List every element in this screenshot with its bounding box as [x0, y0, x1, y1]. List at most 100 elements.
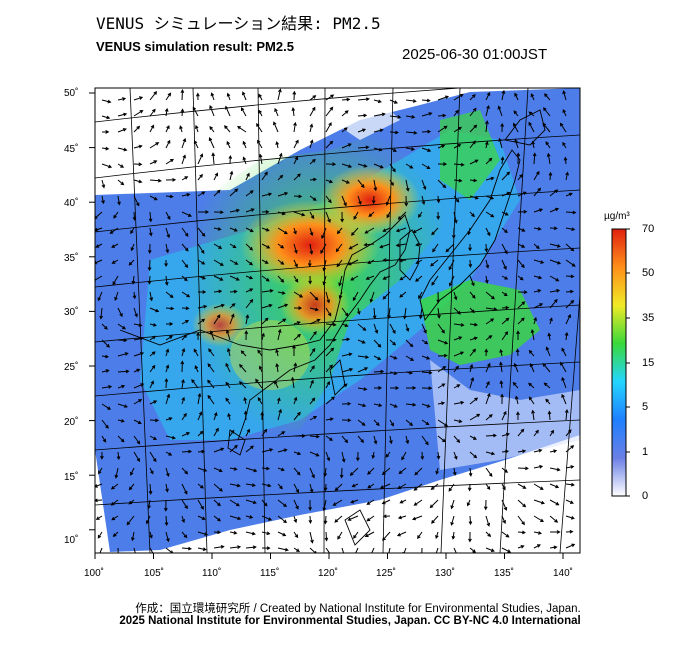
wind-arrow [112, 531, 119, 538]
wind-arrow [277, 227, 288, 235]
wind-arrow [149, 467, 154, 475]
wind-arrow [133, 162, 143, 167]
wind-arrow [229, 243, 237, 249]
wind-arrow [213, 259, 224, 266]
wind-arrow [181, 211, 192, 217]
wind-arrow [128, 483, 135, 491]
wind-arrow [229, 275, 240, 281]
wind-arrow [485, 120, 489, 133]
wind-arrow [533, 544, 541, 549]
wind-arrow [542, 362, 551, 373]
wind-arrow [533, 531, 543, 535]
wind-arrow [293, 333, 301, 341]
wind-arrow [181, 531, 188, 539]
wind-arrow [414, 467, 423, 476]
wind-arrow [245, 314, 250, 325]
wind-arrow [277, 467, 285, 472]
wind-arrow [382, 275, 391, 280]
wind-arrow [437, 365, 447, 373]
wind-arrow [517, 545, 525, 549]
wind-arrow [258, 365, 263, 373]
wind-arrow [133, 419, 142, 424]
wind-arrow [277, 259, 285, 265]
wind-arrow [485, 433, 497, 438]
wind-arrow [181, 449, 193, 454]
wind-arrow [208, 348, 215, 357]
wind-arrow [181, 154, 186, 165]
wind-arrow [213, 189, 221, 197]
colorbar-tick: 0 [642, 490, 649, 502]
wind-arrow [225, 381, 231, 389]
wind-arrow [381, 499, 391, 505]
wind-arrow [466, 499, 471, 507]
wind-arrow [133, 195, 140, 207]
wind-arrow [117, 195, 121, 206]
wind-arrow [549, 449, 558, 453]
wind-arrow [293, 173, 301, 181]
wind-arrow [101, 146, 110, 151]
wind-arrow [485, 291, 495, 300]
wind-arrow [99, 547, 103, 553]
wind-arrow [501, 483, 506, 491]
wind-arrow [531, 409, 535, 421]
wind-arrow [437, 144, 446, 149]
wind-arrow [237, 126, 247, 133]
wind-arrow [323, 483, 328, 492]
wind-arrow [341, 127, 348, 133]
wind-arrow [468, 515, 473, 526]
wind-arrow [165, 467, 170, 477]
wind-arrow [117, 419, 125, 423]
wind-arrow [385, 195, 391, 206]
wind-arrow [341, 547, 345, 553]
wind-arrow [309, 416, 318, 421]
wind-vectors [95, 88, 577, 553]
wind-arrow [117, 97, 127, 101]
wind-arrow [485, 515, 491, 527]
wind-arrow [405, 179, 410, 192]
wind-arrow [293, 451, 302, 456]
wind-arrow [371, 451, 376, 460]
wind-arrow [197, 483, 204, 489]
wind-arrow [501, 515, 506, 524]
wind-arrow [389, 323, 396, 335]
wind-arrow [485, 104, 490, 117]
wind-arrow [213, 172, 218, 181]
wind-arrow [468, 244, 472, 252]
wind-arrow [381, 467, 391, 476]
wind-arrow [213, 411, 218, 421]
wind-arrow [308, 499, 312, 511]
wind-arrow [309, 106, 316, 117]
wind-arrow [149, 124, 155, 133]
wind-arrow [149, 547, 155, 553]
wind-arrow [133, 383, 145, 389]
wind-arrow [117, 112, 128, 117]
wind-arrow [453, 323, 465, 327]
wind-arrow [373, 355, 382, 360]
wind-arrow [341, 323, 349, 327]
wind-arrow [549, 545, 558, 550]
wind-arrow [546, 152, 551, 165]
wind-arrow [261, 317, 269, 325]
wind-arrow [133, 451, 141, 463]
wind-arrow [469, 547, 477, 553]
wind-arrow [365, 275, 375, 280]
wind-arrow [431, 275, 439, 286]
wind-arrow [309, 434, 320, 439]
wind-arrow [398, 467, 407, 475]
wind-arrow [565, 429, 572, 437]
wind-arrow [277, 328, 282, 341]
wind-arrow [165, 158, 174, 165]
wind-arrow [382, 531, 391, 541]
wind-arrow [97, 531, 103, 539]
wind-arrow [485, 451, 496, 456]
wind-arrow [382, 291, 391, 300]
wind-arrow [429, 499, 439, 509]
wind-arrow [149, 142, 160, 149]
wind-arrow [353, 531, 359, 539]
wind-arrow [453, 307, 461, 315]
wind-arrow [421, 386, 433, 390]
wind-arrow [261, 243, 271, 249]
wind-arrow [95, 227, 103, 232]
wind-arrow [389, 371, 398, 375]
wind-arrow [430, 483, 439, 490]
